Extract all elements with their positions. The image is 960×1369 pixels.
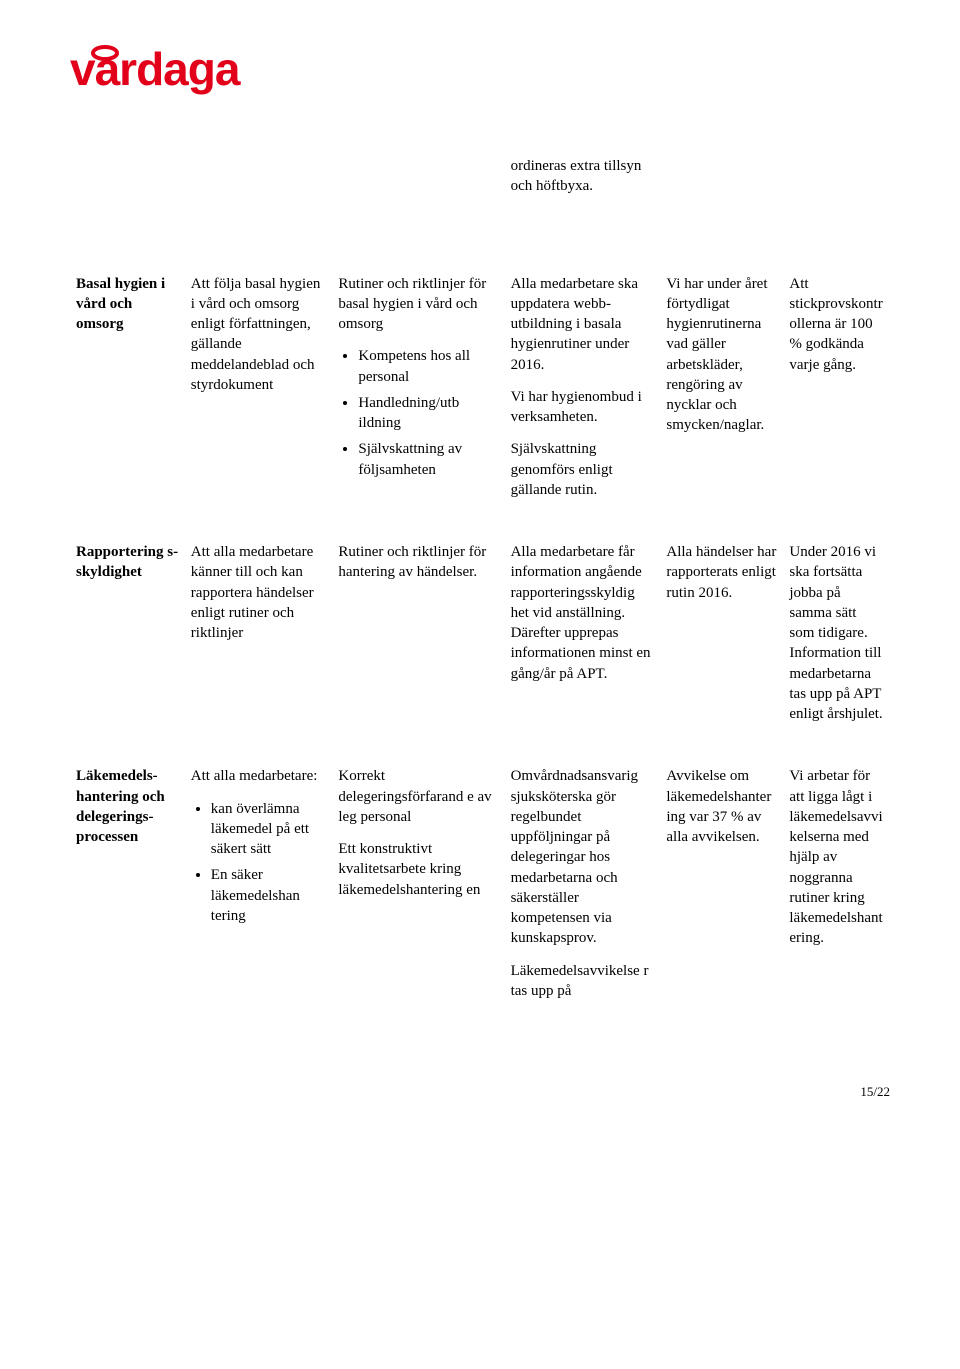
- cell-text: Rutiner och riktlinjer för hantering av …: [338, 542, 498, 583]
- list-item: kan överlämna läkemedel på ett säkert sä…: [211, 799, 327, 860]
- cell-text: Alla medarbetare får information angåend…: [511, 542, 655, 684]
- cell-text: Att alla medarbetare känner till och kan…: [191, 542, 327, 643]
- cell-text: Vi har hygienombud i verksamheten.: [511, 387, 655, 428]
- cell-text: Avvikelse om läkemedelshanter ing var 37…: [666, 766, 777, 847]
- continuation-text: ordineras extra tillsyn och höftbyxa.: [511, 156, 655, 197]
- list-item: Självskattning av följsamheten: [358, 439, 498, 480]
- cell-text: Korrekt delegeringsförfarand e av leg pe…: [338, 766, 498, 827]
- cell-text: Att stickprovskontr ollerna är 100 % god…: [789, 274, 884, 375]
- brand-logo: vardaga: [70, 40, 890, 100]
- list-item: Handledning/utb ildning: [358, 393, 498, 434]
- list-item: Kompetens hos all personal: [358, 346, 498, 387]
- cell-text: Alla medarbetare ska uppdatera webb-utbi…: [511, 274, 655, 375]
- row-heading: Rapportering s-skyldighet: [70, 532, 185, 756]
- cell-text: Rutiner och riktlinjer för basal hygien …: [338, 274, 498, 335]
- cell-list: Kompetens hos all personal Handledning/u…: [338, 346, 498, 480]
- cell-text: Alla händelser har rapporterats enligt r…: [666, 542, 777, 603]
- page-number: 15/22: [70, 1083, 890, 1101]
- cell-text: Under 2016 vi ska fortsätta jobba på sam…: [789, 542, 884, 724]
- row-heading: Basal hygien i vård och omsorg: [70, 264, 185, 533]
- cell-text: Vi har under året förtydligat hygienruti…: [666, 274, 777, 436]
- cell-text: Att följa basal hygien i vård och omsorg…: [191, 274, 327, 396]
- list-item: En säker läkemedelshan tering: [211, 865, 327, 926]
- cell-text: Självskattning genomförs enligt gällande…: [511, 439, 655, 500]
- row-heading: Läkemedels-hantering och delegerings-pro…: [70, 756, 185, 1033]
- content-table: ordineras extra tillsyn och höftbyxa. Ba…: [70, 150, 890, 1033]
- cell-text: Läkemedelsavvikelse r tas upp på: [511, 961, 655, 1002]
- cell-text: Omvårdnadsansvarig sjuksköterska gör reg…: [511, 766, 655, 948]
- cell-text: Vi arbetar för att ligga lågt i läkemede…: [789, 766, 884, 948]
- cell-text: Att alla medarbetare:: [191, 766, 327, 786]
- cell-list: kan överlämna läkemedel på ett säkert sä…: [191, 799, 327, 927]
- cell-text: Ett konstruktivt kvalitetsarbete kring l…: [338, 839, 498, 900]
